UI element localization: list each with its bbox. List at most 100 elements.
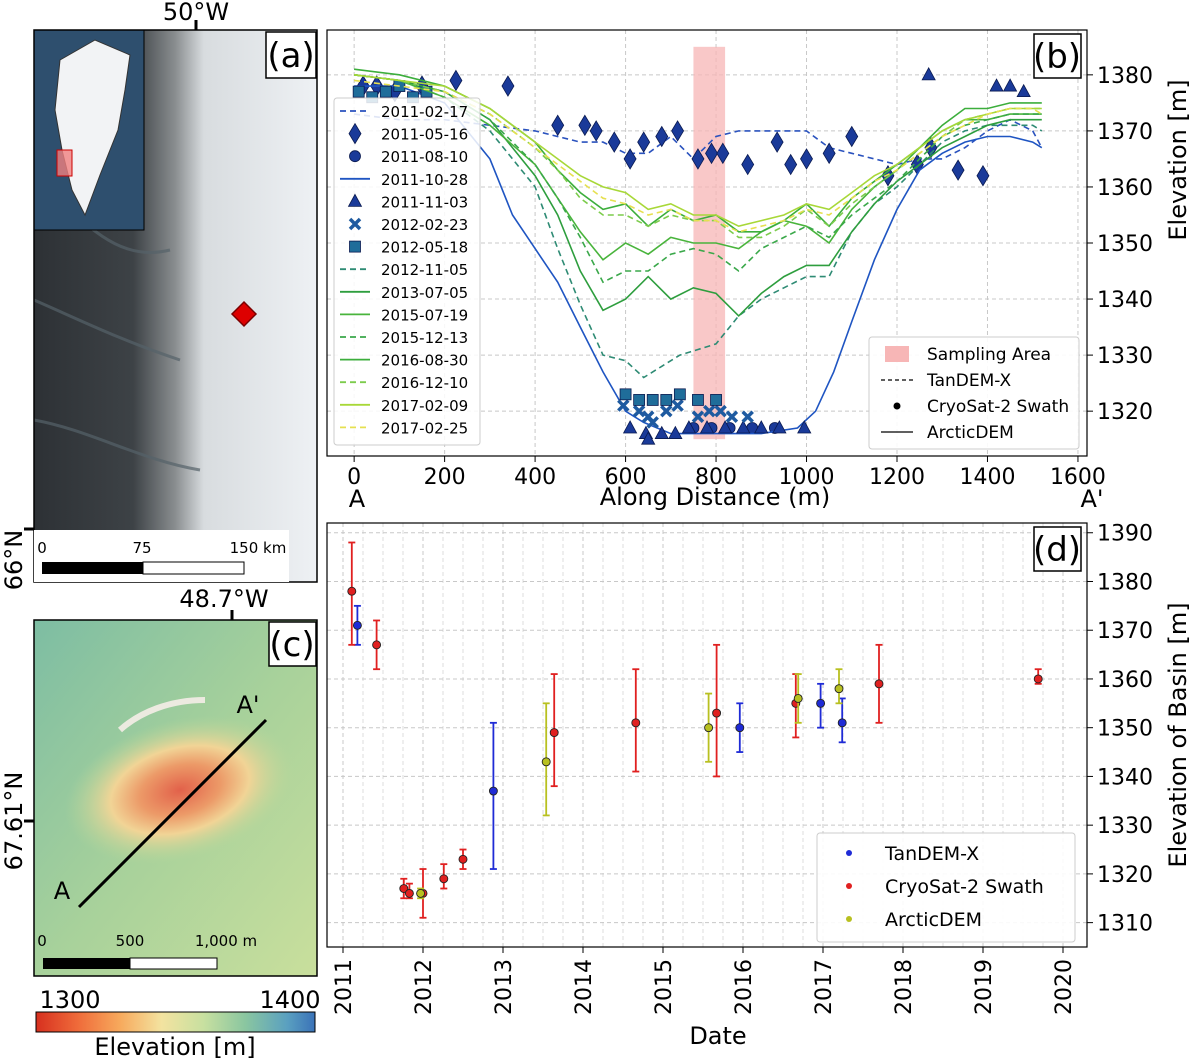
b-legend-label-2012-11-05: 2012-11-05 bbox=[381, 261, 468, 279]
d-xtick-label: 2019 bbox=[972, 959, 997, 1015]
b-legend-label-2012-05-18: 2012-05-18 bbox=[381, 239, 468, 257]
b-point-2011-11-03 bbox=[622, 420, 638, 434]
b-point-2012-02-23 bbox=[741, 410, 754, 424]
d-xtick-label: 2017 bbox=[812, 959, 837, 1015]
b-series-line-2017-02-25 bbox=[354, 79, 1043, 233]
b-xtick-label: 1000 bbox=[779, 465, 835, 490]
b-point-2011-11-03 bbox=[681, 420, 697, 434]
d-point-CryoSat-2-Swath bbox=[631, 718, 641, 728]
colorbar-min-label: 1300 bbox=[39, 986, 100, 1014]
b-xtick-label: 400 bbox=[514, 465, 556, 490]
d-legend-handle-TanDEM-X bbox=[846, 850, 852, 856]
d-ytick-label: 1390 bbox=[1097, 522, 1153, 547]
b-point-2011-05-16 bbox=[691, 148, 705, 170]
b-point-2011-05-16 bbox=[501, 75, 515, 97]
b-legend-handle-2012-05-18 bbox=[349, 240, 361, 253]
b-series-line-2011-02-17 bbox=[354, 113, 1043, 166]
panel-c: A A' 0 500 1,000 m (c) 48.7°W 67.61°N 13… bbox=[0, 585, 321, 1061]
profile-line bbox=[77, 718, 268, 909]
d-ylabel: Elevation of Basin [m] bbox=[1164, 602, 1192, 867]
b-start-label: A bbox=[349, 485, 366, 513]
d-legend-label-ArcticDEM: ArcticDEM bbox=[885, 909, 982, 931]
d-legend: TanDEM-X CryoSat-2 Swath ArcticDEM bbox=[816, 832, 1076, 943]
b-point-2011-05-16 bbox=[637, 131, 651, 153]
panel-c-label: (c) bbox=[269, 625, 314, 665]
b-point-2012-02-23 bbox=[671, 399, 684, 412]
scalebar-a-white bbox=[142, 561, 245, 575]
b-point-2011-05-16 bbox=[845, 125, 859, 148]
d-ytick-label: 1360 bbox=[1097, 668, 1153, 693]
d-xtick-label: 2015 bbox=[652, 959, 677, 1015]
b-end-label: A' bbox=[1080, 485, 1103, 513]
b-series-line-2015-12-13 bbox=[354, 74, 1042, 284]
b-point-2011-05-16 bbox=[951, 159, 965, 181]
b-point-2011-05-16 bbox=[589, 120, 603, 142]
b-point-2012-05-18 bbox=[379, 85, 392, 98]
b-point-2012-05-18 bbox=[710, 394, 722, 406]
b-xtick-label: 1400 bbox=[959, 465, 1015, 490]
b-legend2-label-Sampling-Area: Sampling Area bbox=[927, 345, 1051, 365]
d-point-CryoSat-2-Swath bbox=[458, 854, 468, 864]
panel-a-label: (a) bbox=[267, 36, 314, 76]
b-legend-label-2017-02-25: 2017-02-25 bbox=[381, 419, 468, 437]
b-xtick-label: 600 bbox=[605, 465, 647, 490]
b-xtick-label: 0 bbox=[347, 465, 361, 490]
scalebar-a-t2: 150 km bbox=[230, 539, 287, 557]
dem-basin bbox=[64, 715, 296, 865]
b-point-2011-05-16 bbox=[705, 142, 718, 165]
d-point-TanDEM-X bbox=[816, 698, 826, 708]
d-point-TanDEM-X bbox=[488, 786, 498, 796]
b-xtick-label: 1200 bbox=[869, 465, 925, 490]
panel-c-frame bbox=[33, 619, 318, 977]
b-legend-label-2011-11-03: 2011-11-03 bbox=[381, 193, 468, 211]
d-point-CryoSat-2-Swath bbox=[712, 708, 722, 718]
d-xtick-label: 2016 bbox=[732, 959, 757, 1015]
b-point-2011-05-16 bbox=[671, 120, 685, 142]
b-point-2011-11-03 bbox=[989, 78, 1004, 92]
d-ytick-label: 1320 bbox=[1097, 863, 1153, 888]
b-legend2-box bbox=[868, 336, 1080, 450]
panel-a: (a) 50°W 66°N 0 75 150 km bbox=[0, 0, 318, 590]
panel-b-chart: 0 200 400 600 800 1000 1200 1400 1600 1320 1330 134… bbox=[326, 29, 1192, 513]
d-frame bbox=[326, 522, 1088, 948]
panel-b-label: (b) bbox=[1033, 37, 1081, 77]
b-legend-label-2012-02-23: 2012-02-23 bbox=[381, 216, 468, 234]
b-series-line-2012-11-05 bbox=[354, 74, 1043, 379]
d-ytick-label: 1350 bbox=[1097, 717, 1153, 742]
d-ytick-label: 1340 bbox=[1097, 765, 1153, 790]
dem-ridge bbox=[117, 697, 206, 733]
b-ytick-label: 1360 bbox=[1097, 176, 1153, 201]
d-legend-box bbox=[816, 832, 1076, 943]
b-ytick-label: 1350 bbox=[1097, 232, 1153, 257]
b-ylabel: Elevation [m] bbox=[1164, 79, 1192, 240]
b-point-2011-05-16 bbox=[655, 125, 669, 148]
scalebar-c-black bbox=[43, 958, 130, 969]
b-point-2012-05-18 bbox=[619, 388, 632, 401]
b-legend-label-2017-02-09: 2017-02-09 bbox=[381, 397, 468, 415]
d-point-ArcticDEM bbox=[793, 693, 803, 703]
panel-b-label-box bbox=[1033, 33, 1082, 79]
d-point-CryoSat-2-Swath bbox=[549, 728, 559, 738]
d-point-TanDEM-X bbox=[837, 718, 847, 728]
scalebar-c-t1: 500 bbox=[116, 932, 145, 950]
b-point-2012-02-23 bbox=[660, 404, 673, 418]
b-point-2011-11-03 bbox=[641, 431, 656, 445]
b-legend-label-2016-12-10: 2016-12-10 bbox=[381, 374, 468, 392]
b-point-2012-05-18 bbox=[352, 85, 365, 98]
d-xtick-label: 2011 bbox=[332, 959, 357, 1015]
b-point-2011-05-16 bbox=[770, 131, 784, 153]
b-point-2011-11-03 bbox=[736, 420, 751, 434]
d-xtick-label: 2012 bbox=[412, 959, 437, 1015]
d-xtick-label: 2014 bbox=[572, 959, 597, 1015]
d-legend-handle-ArcticDEM bbox=[846, 916, 852, 922]
b-point-2011-05-16 bbox=[578, 114, 592, 137]
b-xtick-label: 800 bbox=[695, 465, 737, 490]
panel-d-chart: 2011 2012 2013 2014 2015 2016 2017 2018 2019 2020… bbox=[326, 522, 1192, 1050]
b-legend-methods: Sampling Area TanDEM-X CryoSat-2 Swath Arct… bbox=[868, 336, 1080, 450]
b-point-2012-02-23 bbox=[714, 404, 727, 418]
b-legend-handle-2011-11-03 bbox=[347, 193, 363, 207]
b-point-2011-11-03 bbox=[668, 425, 683, 439]
b-point-2012-05-18 bbox=[633, 394, 646, 406]
panel-c-side-label: 67.61°N bbox=[0, 772, 28, 871]
b-data bbox=[352, 67, 1043, 445]
